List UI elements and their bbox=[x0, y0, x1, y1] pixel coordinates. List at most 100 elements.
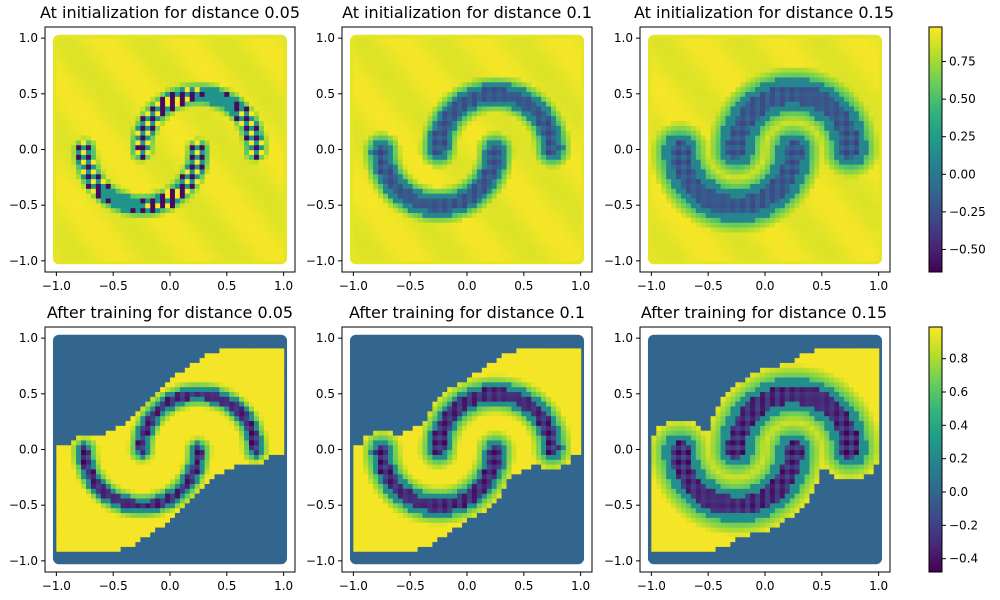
heatmap-cell bbox=[511, 43, 517, 48]
heatmap-cell bbox=[511, 150, 517, 155]
heatmap-cell bbox=[264, 212, 270, 217]
heatmap-cell bbox=[353, 120, 359, 125]
heatmap-cell bbox=[666, 140, 672, 145]
heatmap-cell bbox=[477, 106, 483, 111]
heatmap-cell bbox=[427, 150, 433, 155]
heatmap-cell bbox=[56, 159, 62, 164]
heatmap-cell bbox=[393, 53, 399, 58]
heatmap-cell bbox=[472, 106, 478, 111]
heatmap-cell bbox=[725, 169, 731, 174]
heatmap-cell bbox=[716, 135, 722, 140]
heatmap-cell bbox=[576, 159, 582, 164]
heatmap-cell bbox=[507, 67, 513, 72]
heatmap-cell bbox=[487, 222, 493, 227]
heatmap-cell bbox=[671, 106, 677, 111]
heatmap-cell bbox=[442, 106, 448, 111]
heatmap-cell bbox=[358, 159, 364, 164]
heatmap-cell bbox=[442, 251, 448, 256]
heatmap-cell bbox=[706, 62, 712, 67]
heatmap-cell bbox=[76, 251, 82, 256]
heatmap-cell bbox=[373, 164, 379, 169]
heatmap-cell bbox=[472, 242, 478, 247]
heatmap-cell bbox=[81, 198, 87, 203]
heatmap-cell bbox=[368, 96, 374, 101]
heatmap-cell bbox=[551, 130, 557, 135]
heatmap-cell bbox=[373, 208, 379, 213]
heatmap-cell bbox=[56, 101, 62, 106]
heatmap-cell bbox=[180, 188, 186, 193]
heatmap-cell bbox=[190, 120, 196, 125]
heatmap-cell bbox=[269, 169, 275, 174]
heatmap-cell bbox=[190, 217, 196, 222]
heatmap-cell bbox=[170, 111, 176, 116]
heatmap-cell bbox=[442, 159, 448, 164]
heatmap-cell bbox=[150, 198, 156, 203]
heatmap-cell bbox=[274, 106, 280, 111]
heatmap-cell bbox=[229, 174, 235, 179]
heatmap-cell bbox=[492, 140, 498, 145]
heatmap-cell bbox=[706, 169, 712, 174]
heatmap-cell bbox=[86, 140, 92, 145]
heatmap-cell bbox=[556, 154, 562, 159]
heatmap-cell bbox=[656, 67, 662, 72]
heatmap-cell bbox=[477, 169, 483, 174]
heatmap-cell bbox=[101, 246, 107, 251]
heatmap-cell bbox=[249, 232, 255, 237]
heatmap-cell bbox=[531, 135, 537, 140]
heatmap-cell bbox=[482, 96, 488, 101]
heatmap-cell bbox=[81, 193, 87, 198]
heatmap-cell bbox=[160, 58, 166, 63]
heatmap-cell bbox=[725, 246, 731, 251]
heatmap-cell bbox=[86, 38, 92, 43]
heatmap-cell bbox=[706, 150, 712, 155]
heatmap-cell bbox=[511, 125, 517, 130]
heatmap-cell bbox=[165, 145, 171, 150]
heatmap-cell bbox=[373, 222, 379, 227]
heatmap-cell bbox=[368, 222, 374, 227]
heatmap-cell bbox=[224, 179, 230, 184]
heatmap-cell bbox=[487, 53, 493, 58]
heatmap-cell bbox=[661, 150, 667, 155]
heatmap-cell bbox=[135, 135, 141, 140]
heatmap-cell bbox=[546, 72, 552, 77]
heatmap-cell bbox=[165, 179, 171, 184]
heatmap-cell bbox=[358, 38, 364, 43]
heatmap-cell bbox=[497, 188, 503, 193]
heatmap-cell bbox=[576, 169, 582, 174]
heatmap-cell bbox=[551, 135, 557, 140]
heatmap-cell bbox=[492, 96, 498, 101]
heatmap-cell bbox=[521, 106, 527, 111]
heatmap-cell bbox=[437, 159, 443, 164]
heatmap-cell bbox=[86, 111, 92, 116]
heatmap-cell bbox=[566, 58, 572, 63]
heatmap-cell bbox=[363, 145, 369, 150]
heatmap-cell bbox=[676, 67, 682, 72]
heatmap-cell bbox=[224, 251, 230, 256]
heatmap-cell bbox=[511, 62, 517, 67]
heatmap-cell bbox=[249, 188, 255, 193]
heatmap-cell bbox=[368, 164, 374, 169]
heatmap-cell bbox=[368, 111, 374, 116]
heatmap-cell bbox=[447, 48, 453, 53]
heatmap-cell bbox=[86, 174, 92, 179]
heatmap-cell bbox=[358, 72, 364, 77]
heatmap-cell bbox=[229, 111, 235, 116]
heatmap-cell bbox=[244, 125, 250, 130]
heatmap-cell bbox=[691, 106, 697, 111]
heatmap-cell bbox=[353, 48, 359, 53]
heatmap-cell bbox=[224, 130, 230, 135]
heatmap-cell bbox=[101, 208, 107, 213]
heatmap-cell bbox=[373, 125, 379, 130]
heatmap-cell bbox=[264, 72, 270, 77]
heatmap-cell bbox=[195, 43, 201, 48]
heatmap-cell bbox=[249, 246, 255, 251]
heatmap-cell bbox=[447, 174, 453, 179]
heatmap-cell bbox=[521, 193, 527, 198]
heatmap-cell bbox=[437, 232, 443, 237]
heatmap-cell bbox=[358, 111, 364, 116]
heatmap-cell bbox=[214, 130, 220, 135]
heatmap-cell bbox=[427, 87, 433, 92]
heatmap-cell bbox=[126, 116, 132, 121]
heatmap-cell bbox=[571, 198, 577, 203]
heatmap-cell bbox=[210, 227, 216, 232]
